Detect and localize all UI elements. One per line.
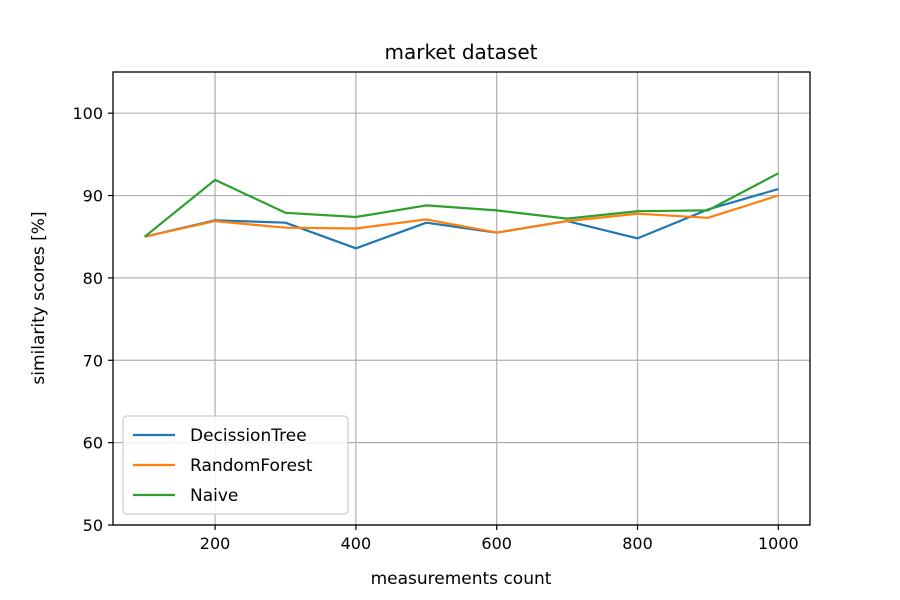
legend-box — [122, 415, 349, 515]
y-tick-label: 50 — [83, 516, 103, 535]
x-tick-label: 600 — [481, 534, 512, 553]
legend: DecissionTree RandomForest Naive — [122, 415, 349, 515]
legend-label-randomforest: RandomForest — [190, 456, 313, 476]
series-layer — [144, 172, 779, 250]
series-line-naive — [144, 172, 779, 238]
y-axis-label: similarity scores [%] — [29, 211, 49, 384]
x-tick-label: 800 — [622, 534, 653, 553]
series-line-decissiontree — [144, 187, 779, 250]
y-tick-label: 70 — [83, 351, 103, 370]
legend-label-decissiontree: DecissionTree — [190, 426, 307, 446]
x-axis-label: measurements count — [371, 569, 552, 589]
y-tick-label: 100 — [72, 104, 103, 123]
y-tick-label: 80 — [83, 269, 103, 288]
y-tick-label: 90 — [83, 187, 103, 206]
plot-area-frame — [112, 71, 811, 526]
x-tick-label: 1000 — [758, 534, 799, 553]
axis-ticks: 200 400 600 800 1000 50 60 70 80 90 100 — [72, 104, 798, 553]
y-tick-label: 60 — [83, 434, 103, 453]
x-tick-label: 400 — [341, 534, 372, 553]
x-tick-label: 200 — [200, 534, 231, 553]
series-line-randomforest — [144, 194, 779, 238]
legend-label-naive: Naive — [190, 486, 238, 506]
chart-title: market dataset — [385, 40, 538, 64]
